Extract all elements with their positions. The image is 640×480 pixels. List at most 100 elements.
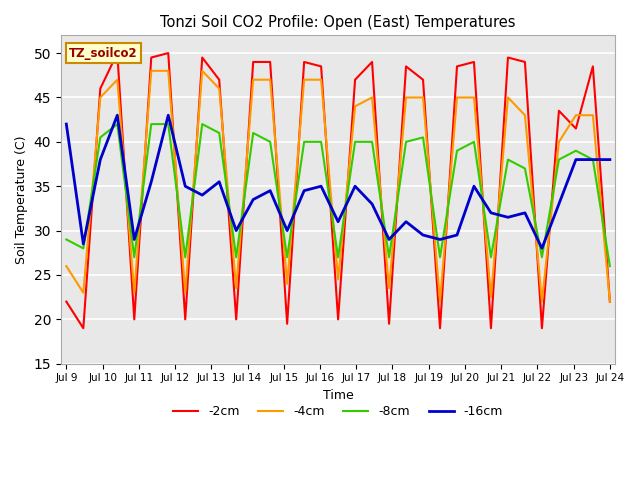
-8cm [402,139,410,145]
-4cm [147,68,155,74]
-8cm [589,156,596,162]
-16cm [504,215,512,220]
-2cm [317,63,325,69]
-16cm [521,210,529,216]
-8cm [368,139,376,145]
-4cm [300,77,308,83]
-4cm [164,68,172,74]
-2cm [164,50,172,56]
-16cm [284,228,291,233]
-16cm [198,192,206,198]
-8cm [419,134,427,140]
-8cm [334,254,342,260]
-4cm [284,281,291,287]
Y-axis label: Soil Temperature (C): Soil Temperature (C) [15,135,28,264]
-2cm [436,325,444,331]
Title: Tonzi Soil CO2 Profile: Open (East) Temperatures: Tonzi Soil CO2 Profile: Open (East) Temp… [161,15,516,30]
Line: -8cm: -8cm [67,124,610,266]
-2cm [453,63,461,69]
-4cm [487,294,495,300]
-16cm [453,232,461,238]
-2cm [300,59,308,65]
-4cm [216,86,223,92]
-2cm [334,316,342,322]
-4cm [589,112,596,118]
-4cm [402,95,410,100]
-8cm [317,139,325,145]
-2cm [131,316,138,322]
-4cm [79,290,87,296]
-4cm [181,290,189,296]
-8cm [113,121,121,127]
-2cm [147,55,155,60]
-2cm [385,321,393,327]
-4cm [63,263,70,269]
-16cm [487,210,495,216]
-8cm [300,139,308,145]
-4cm [351,104,359,109]
-2cm [250,59,257,65]
-16cm [216,179,223,185]
Line: -16cm: -16cm [67,115,610,248]
-2cm [284,321,291,327]
-4cm [385,286,393,291]
-8cm [351,139,359,145]
-8cm [63,237,70,242]
-4cm [504,95,512,100]
Legend: -2cm, -4cm, -8cm, -16cm: -2cm, -4cm, -8cm, -16cm [168,400,508,423]
-2cm [606,299,614,304]
-8cm [504,156,512,162]
Text: TZ_soilco2: TZ_soilco2 [69,47,138,60]
-2cm [216,77,223,83]
-2cm [351,77,359,83]
-2cm [266,59,274,65]
-16cm [300,188,308,193]
-2cm [97,86,104,92]
-8cm [538,254,546,260]
-2cm [232,316,240,322]
-16cm [79,241,87,247]
-4cm [334,276,342,282]
-2cm [402,63,410,69]
-16cm [470,183,478,189]
-2cm [181,316,189,322]
Line: -2cm: -2cm [67,53,610,328]
-2cm [538,325,546,331]
-2cm [198,55,206,60]
-8cm [198,121,206,127]
-16cm [606,156,614,162]
-8cm [266,139,274,145]
-8cm [572,148,580,154]
-2cm [368,59,376,65]
-4cm [232,286,240,291]
-4cm [538,299,546,304]
-16cm [97,156,104,162]
-16cm [181,183,189,189]
-16cm [334,219,342,225]
-16cm [572,156,580,162]
-4cm [113,77,121,83]
-8cm [164,121,172,127]
-4cm [436,299,444,304]
-2cm [504,55,512,60]
-16cm [385,237,393,242]
-16cm [555,201,563,207]
-8cm [555,156,563,162]
-16cm [589,156,596,162]
-8cm [216,130,223,136]
-8cm [97,134,104,140]
-8cm [436,254,444,260]
X-axis label: Time: Time [323,389,353,402]
-16cm [419,232,427,238]
-2cm [113,50,121,56]
-8cm [453,148,461,154]
-16cm [266,188,274,193]
-4cm [198,68,206,74]
-2cm [419,77,427,83]
-8cm [521,166,529,171]
-16cm [351,183,359,189]
-2cm [63,299,70,304]
-8cm [181,254,189,260]
-16cm [113,112,121,118]
-4cm [317,77,325,83]
